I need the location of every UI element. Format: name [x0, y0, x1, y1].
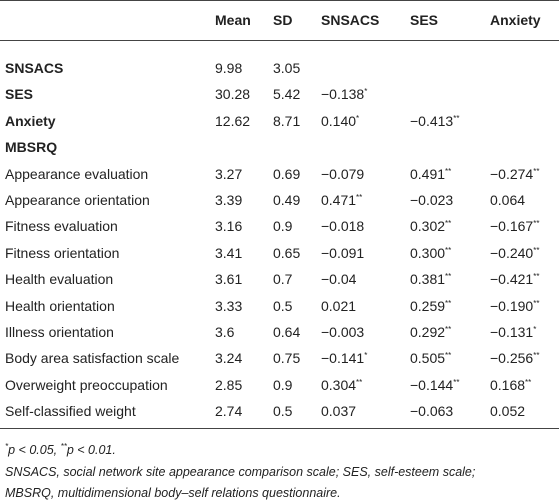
- table-cell: −0.138*: [321, 86, 368, 103]
- table-cell: 0.9: [273, 218, 293, 235]
- table-cell: 12.62: [215, 112, 251, 129]
- table-cell: 9.98: [215, 60, 243, 76]
- table-cell: 0.037: [321, 403, 357, 420]
- table-cell: −0.131*: [490, 324, 537, 340]
- table-cell: 3.24: [215, 350, 243, 367]
- table-cell: 0.9: [273, 376, 293, 393]
- row-label: Health evaluation: [5, 271, 114, 288]
- table-cell: −0.063: [410, 403, 454, 420]
- table-cell: −0.167**: [490, 218, 540, 235]
- table-cell: 0.65: [273, 244, 301, 261]
- table-cell: 0.75: [273, 350, 301, 367]
- footnote: MBSRQ, multidimensional body–self relati…: [5, 486, 341, 500]
- top-rule: [0, 0, 559, 1]
- table-cell: −0.141*: [321, 350, 368, 367]
- header-rule: [0, 40, 559, 41]
- bottom-rule: [0, 428, 559, 429]
- column-header: SD: [273, 12, 293, 28]
- table-cell: 0.381**: [410, 271, 452, 288]
- row-label: Health orientation: [5, 297, 115, 314]
- table-cell: −0.023: [410, 192, 454, 208]
- table-cell: −0.190**: [490, 297, 540, 314]
- table-cell: 2.85: [215, 376, 243, 393]
- table-cell: 0.69: [273, 165, 301, 182]
- column-header: Anxiety: [490, 12, 541, 28]
- table-cell: −0.240**: [490, 244, 540, 261]
- table-cell: 5.42: [273, 86, 301, 103]
- table-cell: 0.052: [490, 403, 526, 420]
- table-cell: 3.05: [273, 60, 301, 76]
- row-label: Fitness evaluation: [5, 218, 118, 235]
- table-cell: 0.5: [273, 403, 293, 420]
- table-cell: 0.168**: [490, 376, 532, 393]
- table-cell: 0.505**: [410, 350, 452, 367]
- row-label: Appearance orientation: [5, 192, 150, 208]
- table-cell: −0.003: [321, 324, 365, 340]
- row-label: SNSACS: [5, 60, 64, 76]
- table-cell: −0.274**: [490, 165, 540, 182]
- table-cell: 2.74: [215, 403, 243, 420]
- table-cell: 0.302**: [410, 218, 452, 235]
- table-cell: 0.491**: [410, 165, 452, 182]
- table-cell: −0.018: [321, 218, 365, 235]
- table-cell: 0.471**: [321, 192, 363, 208]
- table-cell: 0.140*: [321, 112, 360, 129]
- table-cell: 0.021: [321, 297, 357, 314]
- table-cell: 0.49: [273, 192, 301, 208]
- table-cell: 8.71: [273, 112, 301, 129]
- table-cell: 3.39: [215, 192, 243, 208]
- column-header: SNSACS: [321, 12, 380, 28]
- column-header: SES: [410, 12, 439, 28]
- row-label: SES: [5, 86, 34, 103]
- row-label: Anxiety: [5, 112, 56, 129]
- table-cell: −0.091: [321, 244, 365, 261]
- table-cell: 0.7: [273, 271, 293, 288]
- table-cell: 0.259**: [410, 297, 452, 314]
- table-cell: 0.292**: [410, 324, 452, 340]
- row-label: Illness orientation: [5, 324, 114, 340]
- row-label: MBSRQ: [5, 139, 58, 156]
- column-header: Mean: [215, 12, 251, 28]
- table-cell: 3.61: [215, 271, 243, 288]
- table-cell: −0.079: [321, 165, 365, 182]
- table-cell: 3.33: [215, 297, 243, 314]
- row-label: Fitness orientation: [5, 244, 120, 261]
- row-label: Self-classified weight: [5, 403, 136, 420]
- row-label: Appearance evaluation: [5, 165, 149, 182]
- table-cell: 0.300**: [410, 244, 452, 261]
- row-label: Body area satisfaction scale: [5, 350, 180, 367]
- table-cell: −0.421**: [490, 271, 540, 288]
- footnote: SNSACS, social network site appearance c…: [5, 465, 476, 479]
- table-cell: −0.256**: [490, 350, 540, 367]
- table-cell: −0.04: [321, 271, 357, 288]
- table-cell: 30.28: [215, 86, 251, 103]
- table-cell: 3.16: [215, 218, 243, 235]
- table-cell: −0.144**: [410, 376, 460, 393]
- table-cell: −0.413**: [410, 112, 460, 129]
- table-cell: 0.064: [490, 192, 526, 208]
- table-cell: 3.6: [215, 324, 235, 340]
- table-cell: 3.27: [215, 165, 243, 182]
- table-cell: 0.5: [273, 297, 293, 314]
- footnote: *p < 0.05, **p < 0.01.: [5, 442, 116, 458]
- table-cell: 0.64: [273, 324, 301, 340]
- table-cell: 3.41: [215, 244, 243, 261]
- table-cell: 0.304**: [321, 376, 363, 393]
- row-label: Overweight preoccupation: [5, 376, 168, 393]
